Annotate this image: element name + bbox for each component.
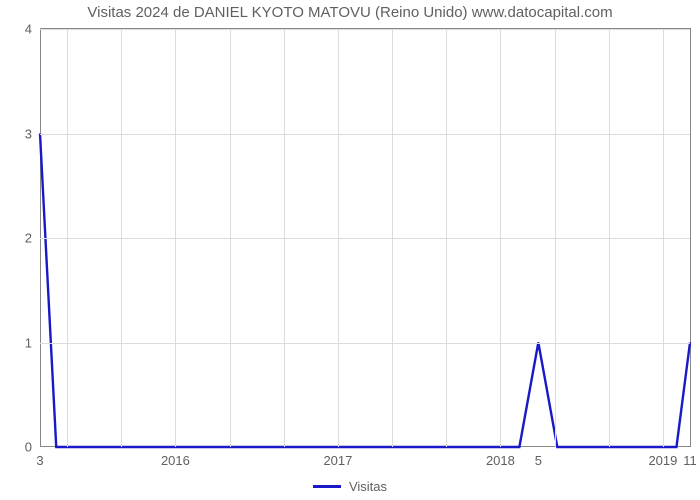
x-tick-label: 2019 (648, 453, 677, 468)
y-tick-label: 1 (25, 335, 32, 350)
gridline-horizontal (40, 343, 690, 344)
plot-area: 0123420162017201820193511 (40, 28, 691, 447)
legend-label: Visitas (349, 479, 387, 494)
y-tick-label: 3 (25, 126, 32, 141)
x-secondary-label: 3 (36, 453, 43, 468)
y-tick-label: 0 (25, 440, 32, 455)
x-secondary-label: 5 (535, 453, 542, 468)
x-tick-label: 2018 (486, 453, 515, 468)
x-secondary-label: 11 (683, 453, 697, 468)
gridline-horizontal (40, 134, 690, 135)
y-tick-label: 4 (25, 22, 32, 37)
x-tick-label: 2017 (323, 453, 352, 468)
legend: Visitas (0, 478, 700, 494)
gridline-horizontal (40, 238, 690, 239)
y-tick-label: 2 (25, 231, 32, 246)
chart-title: Visitas 2024 de DANIEL KYOTO MATOVU (Rei… (0, 4, 700, 21)
visits-chart: Visitas 2024 de DANIEL KYOTO MATOVU (Rei… (0, 0, 700, 500)
legend-swatch (313, 485, 341, 488)
gridline-horizontal (40, 29, 690, 30)
x-tick-label: 2016 (161, 453, 190, 468)
